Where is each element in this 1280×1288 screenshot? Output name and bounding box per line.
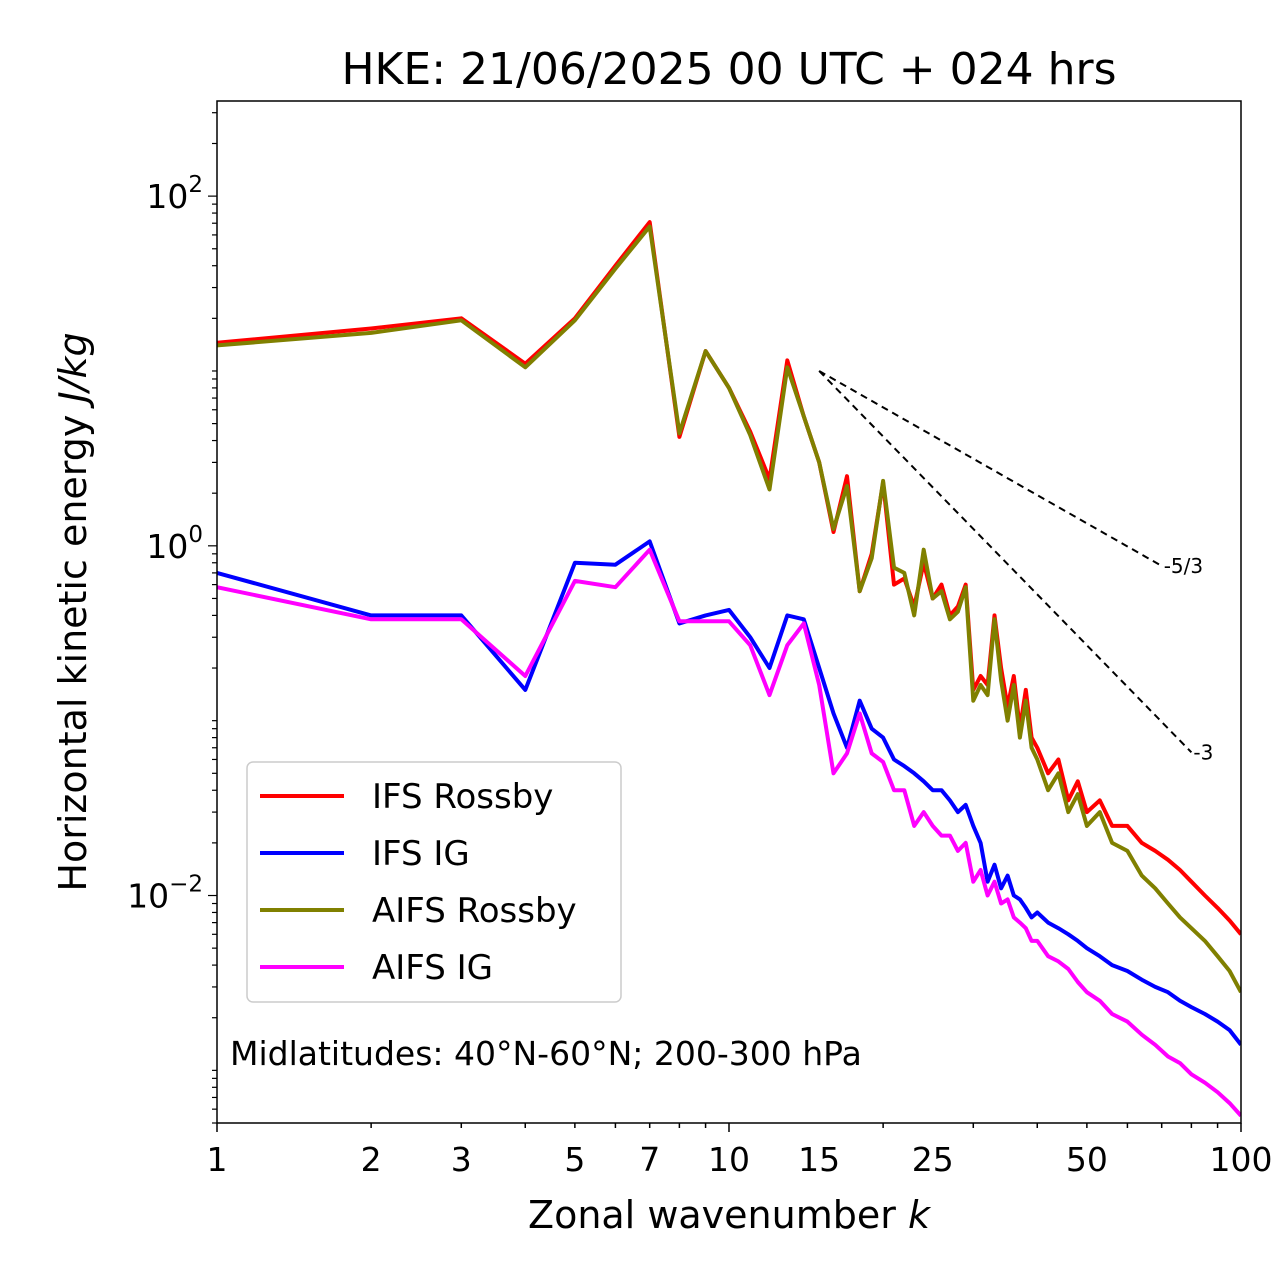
series-line-3 xyxy=(217,224,1241,994)
legend-label-1: IFS Rossby xyxy=(372,777,553,817)
x-tick-label: 2 xyxy=(361,1140,382,1179)
x-tick-label: 100 xyxy=(1210,1140,1273,1179)
x-tick-label: 7 xyxy=(639,1140,660,1179)
y-tick-label: 10−2 xyxy=(127,872,203,916)
slope-label-2: -3 xyxy=(1193,740,1213,764)
x-tick-label: 15 xyxy=(798,1140,840,1179)
slope-line-1 xyxy=(818,370,1163,567)
plot-area: -5/3 -3 xyxy=(216,100,1242,1124)
region-annotation: Midlatitudes: 40°N-60°N; 200-300 hPa xyxy=(230,1034,862,1073)
slope-label-1: -5/3 xyxy=(1164,554,1203,578)
series-line-4 xyxy=(217,547,1241,1118)
y-axis-label: Horizontal kinetic energy J/kg xyxy=(51,332,95,891)
y-axis: 102 100 10−2 xyxy=(127,112,217,1124)
legend-label-3: AIFS Rossby xyxy=(372,891,577,931)
y-tick-label: 100 xyxy=(146,522,203,566)
series-line-2 xyxy=(217,539,1241,1047)
x-tick-label: 5 xyxy=(564,1140,585,1179)
x-axis-label: Zonal wavenumber k xyxy=(528,1193,932,1237)
x-tick-label: 3 xyxy=(451,1140,472,1179)
slope-reference-lines: -5/3 -3 xyxy=(818,370,1213,764)
y-tick-label: 102 xyxy=(146,172,203,216)
legend-box xyxy=(246,761,622,1003)
x-tick-label: 25 xyxy=(912,1140,954,1179)
x-axis: 1 2 3 5 7 10 15 25 50 100 xyxy=(207,1123,1273,1179)
x-tick-label: 50 xyxy=(1066,1140,1108,1179)
legend: IFS Rossby IFS IG AIFS Rossby AIFS IG xyxy=(246,761,622,1003)
slope-line-2 xyxy=(818,370,1193,754)
chart-title: HKE: 21/06/2025 00 UTC + 024 hrs xyxy=(341,44,1116,95)
legend-label-2: IFS IG xyxy=(372,834,470,874)
x-tick-label: 10 xyxy=(708,1140,750,1179)
series-group xyxy=(217,220,1241,1118)
legend-label-4: AIFS IG xyxy=(372,948,493,988)
x-tick-label: 1 xyxy=(207,1140,228,1179)
